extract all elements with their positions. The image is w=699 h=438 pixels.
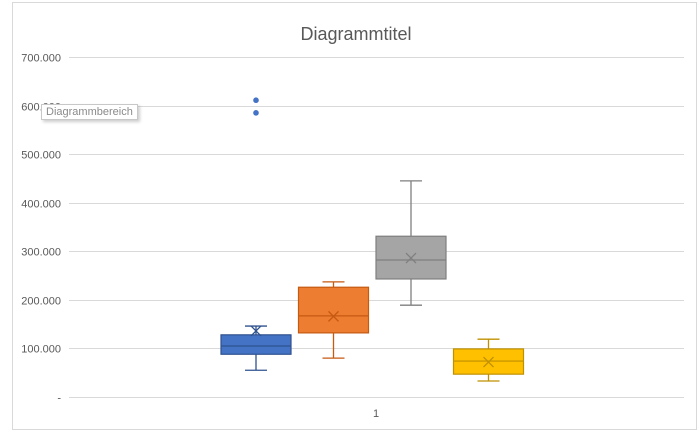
- box-series-2: [297, 281, 370, 359]
- y-tick-label: 100.000: [21, 344, 61, 356]
- mean-marker: [483, 356, 494, 368]
- y-tick-label: 500.000: [21, 150, 61, 162]
- y-tick-label: 400.000: [21, 199, 61, 211]
- outlier-point: [253, 110, 259, 116]
- outlier-point: [253, 97, 259, 104]
- box-series-3: [375, 180, 447, 306]
- y-tick-label: 700.000: [21, 53, 61, 65]
- box: [297, 286, 370, 334]
- box-series-4: [452, 338, 525, 382]
- chart-area-tooltip: Diagrammbereich: [41, 104, 138, 120]
- mean-marker: [328, 310, 339, 322]
- x-tick-label: 1: [373, 408, 379, 420]
- box-series-1: [220, 97, 292, 371]
- mean-marker: [405, 252, 417, 264]
- mean-marker: [250, 325, 262, 337]
- chart-title[interactable]: Diagrammtitel: [300, 24, 411, 44]
- box: [220, 334, 292, 355]
- y-tick-label: -: [57, 393, 61, 405]
- chart-border: [12, 2, 697, 430]
- y-tick-label: 200.000: [21, 296, 61, 308]
- y-tick-label: 300.000: [21, 247, 61, 259]
